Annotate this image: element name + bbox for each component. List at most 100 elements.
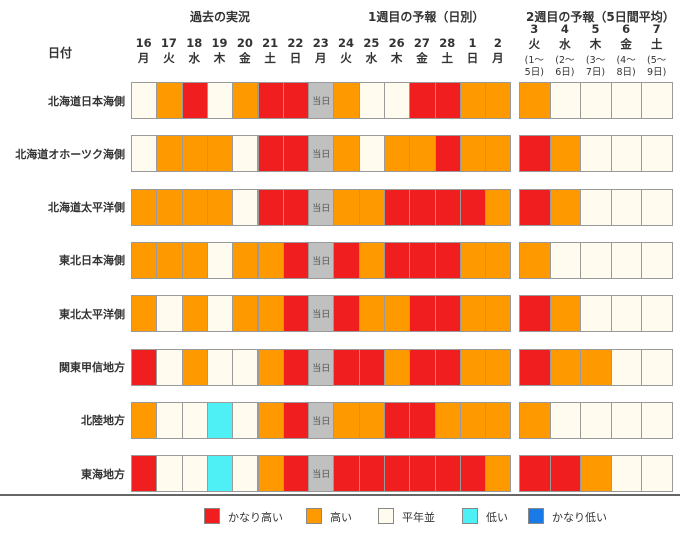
heatmap-cell bbox=[434, 295, 461, 333]
heatmap-cell bbox=[131, 241, 158, 279]
date-dow-label: 木 bbox=[390, 51, 403, 65]
heatmap-cell bbox=[181, 135, 208, 173]
heatmap-cell bbox=[485, 295, 512, 333]
date-dow-label: 月 bbox=[492, 51, 504, 65]
heatmap-cell bbox=[181, 188, 208, 226]
heatmap-cell bbox=[131, 82, 158, 119]
heatmap-cell bbox=[282, 455, 310, 493]
legend-swatch-vh bbox=[204, 508, 220, 524]
week2-cell bbox=[641, 241, 673, 279]
heatmap-cell bbox=[206, 82, 234, 119]
region-label: 北海道オホーツク海側 bbox=[15, 147, 125, 161]
week2-dow-label: 土 bbox=[650, 37, 663, 51]
week2-cell bbox=[641, 82, 673, 119]
date-day-label: 18 bbox=[186, 36, 203, 50]
heatmap-cell bbox=[409, 348, 436, 386]
today-cell: 当日 bbox=[308, 401, 335, 439]
date-day-label: 22 bbox=[287, 36, 304, 50]
week2-cell bbox=[519, 188, 551, 226]
date-day-label: 24 bbox=[338, 36, 355, 50]
region-label: 東北太平洋側 bbox=[59, 307, 125, 321]
date-day-label: 21 bbox=[262, 36, 279, 50]
heatmap-cell bbox=[232, 135, 259, 173]
heatmap-cell bbox=[156, 295, 183, 333]
week2-cell bbox=[519, 135, 551, 173]
week2-cell bbox=[610, 455, 643, 493]
heatmap-cell bbox=[206, 348, 234, 386]
heatmap-cell bbox=[257, 295, 284, 333]
week2-cell bbox=[580, 241, 612, 279]
heatmap-cell bbox=[358, 188, 385, 226]
legend-divider bbox=[0, 494, 680, 496]
date-day-label: 16 bbox=[135, 36, 152, 50]
heatmap-cell bbox=[459, 348, 487, 386]
heatmap-cell bbox=[434, 82, 461, 119]
section-label-past: 過去の実況 bbox=[190, 10, 251, 24]
heatmap-cell bbox=[333, 401, 360, 439]
date-dow-label: 火 bbox=[340, 51, 352, 65]
heatmap-cell bbox=[257, 82, 284, 119]
week2-cell bbox=[610, 188, 643, 226]
heatmap-cell bbox=[257, 455, 284, 493]
week2-range-start-label: (3〜 bbox=[585, 55, 606, 66]
week2-day-label: 7 bbox=[652, 22, 661, 36]
week2-range-end-label: 9日) bbox=[647, 67, 667, 78]
date-day-label: 19 bbox=[211, 36, 228, 50]
heatmap-cell bbox=[333, 241, 360, 279]
date-dow-label: 月 bbox=[315, 51, 327, 65]
today-cell: 当日 bbox=[308, 241, 335, 279]
date-dow-label: 日 bbox=[289, 51, 302, 65]
heatmap-cell bbox=[459, 135, 487, 173]
heatmap-cell bbox=[206, 188, 234, 226]
heatmap-cell bbox=[181, 295, 208, 333]
date-dow-label: 月 bbox=[137, 51, 150, 65]
heatmap-cell bbox=[333, 82, 360, 119]
heatmap-cell bbox=[206, 455, 234, 493]
week2-dow-label: 金 bbox=[620, 37, 632, 51]
region-label: 東海地方 bbox=[81, 467, 125, 481]
legend-label-vl: かなり低い bbox=[552, 511, 607, 524]
today-label: 当日 bbox=[312, 97, 331, 107]
heatmap-cell bbox=[131, 401, 158, 439]
heatmap-cell bbox=[282, 401, 310, 439]
week2-cell bbox=[641, 188, 673, 226]
heatmap-cell bbox=[131, 348, 158, 386]
heatmap-cell bbox=[409, 241, 436, 279]
heatmap-cell bbox=[181, 348, 208, 386]
heatmap-cell bbox=[459, 455, 487, 493]
today-label: 当日 bbox=[312, 310, 331, 321]
heatmap-cell bbox=[257, 241, 284, 279]
heatmap-cell bbox=[206, 135, 234, 173]
heatmap-cell bbox=[282, 295, 310, 333]
heatmap-cell bbox=[384, 348, 411, 386]
date-dow-label: 金 bbox=[239, 51, 251, 65]
section-label-week1: 1週目の予報（日別） bbox=[368, 10, 485, 24]
heatmap-cell bbox=[358, 82, 385, 119]
heatmap-cell bbox=[131, 295, 158, 333]
week2-day-label: 6 bbox=[622, 22, 631, 36]
week2-cell bbox=[610, 82, 643, 119]
heatmap-cell bbox=[232, 188, 259, 226]
heatmap-cell bbox=[156, 348, 183, 386]
region-label: 北海道日本海側 bbox=[48, 94, 125, 108]
heatmap-cell bbox=[384, 82, 411, 119]
heatmap-cell bbox=[485, 135, 512, 173]
heatmap-cell bbox=[282, 135, 310, 173]
today-label: 当日 bbox=[312, 416, 331, 427]
heatmap-cell bbox=[232, 241, 259, 279]
week2-cell bbox=[519, 241, 551, 279]
region-label: 北海道太平洋側 bbox=[48, 201, 125, 215]
week2-cell bbox=[549, 135, 582, 173]
heatmap-cell bbox=[409, 455, 436, 493]
week2-cell bbox=[580, 401, 612, 439]
legend-swatch-n bbox=[378, 508, 394, 524]
week2-dow-label: 木 bbox=[589, 37, 602, 51]
week2-cell bbox=[549, 241, 582, 279]
heatmap-cell bbox=[181, 241, 208, 279]
heatmap-cell bbox=[156, 241, 183, 279]
week2-cell bbox=[519, 401, 551, 439]
heatmap-cell bbox=[156, 401, 183, 439]
today-label: 当日 bbox=[312, 363, 331, 374]
heatmap-cell bbox=[131, 455, 158, 493]
heatmap-cell bbox=[282, 188, 310, 226]
